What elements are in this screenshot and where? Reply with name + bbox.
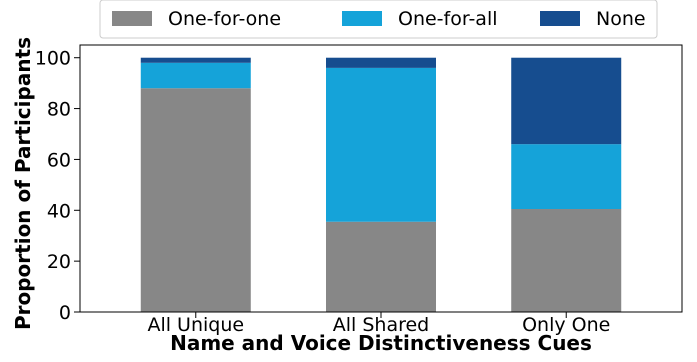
bar-only-one-one-for-one	[511, 209, 622, 312]
legend-label: One-for-all	[398, 8, 498, 30]
y-tick-label: 0	[59, 302, 71, 324]
y-tick-label: 20	[47, 251, 71, 273]
bar-all-unique-one-for-one	[140, 88, 251, 312]
x-tick-label: Only One	[522, 314, 610, 336]
x-axis-title: Name and Voice Distinctiveness Cues	[170, 331, 592, 355]
bars	[140, 57, 622, 312]
x-tick-label: All Unique	[147, 314, 244, 336]
y-tick-label: 80	[47, 99, 71, 121]
legend-swatch-one-for-one	[112, 11, 152, 26]
y-tick-label: 100	[35, 48, 71, 70]
y-axis: 0 20 40 60 80 100	[35, 48, 80, 324]
legend-label: One-for-one	[168, 8, 281, 30]
bar-only-one-none	[511, 57, 622, 145]
bar-all-shared-one-for-one	[326, 221, 436, 312]
legend-swatch-one-for-all	[342, 11, 382, 26]
y-tick-label: 60	[47, 149, 71, 171]
bar-all-shared-none	[326, 57, 436, 68]
x-axis: All Unique All Shared Only One	[147, 312, 610, 336]
bar-only-one-one-for-all	[511, 144, 622, 210]
bar-all-unique-one-for-all	[140, 62, 251, 89]
legend-swatch-none	[540, 11, 580, 26]
x-tick-label: All Shared	[333, 314, 429, 336]
y-axis-title: Proportion of Participants	[11, 37, 35, 330]
legend: One-for-one One-for-all None	[99, 0, 658, 39]
bar-all-unique-none	[140, 57, 251, 63]
legend-label: None	[596, 8, 646, 30]
y-tick-label: 40	[47, 200, 71, 222]
bar-all-shared-one-for-all	[326, 67, 436, 222]
